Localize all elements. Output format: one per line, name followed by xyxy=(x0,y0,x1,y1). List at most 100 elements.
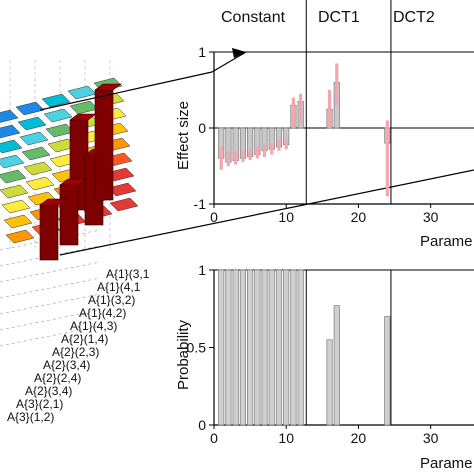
effect-ytick-label: 0 xyxy=(198,120,206,136)
effect-xtick-label: 20 xyxy=(351,209,367,225)
effect-error-bar xyxy=(255,147,259,159)
matrix-row-label: A{1}(3,2) xyxy=(88,293,135,307)
connector-arrow-line xyxy=(211,51,247,73)
prob-bar xyxy=(283,269,290,426)
matrix-tower-top xyxy=(39,198,67,206)
matrix-row-labels: A{1}(3,1A{1}(4,1A{1}(3,2)A{1}(4,2)A{1}(4… xyxy=(7,267,150,424)
effect-xlabel: Parame xyxy=(420,233,473,250)
matrix-tower-top xyxy=(59,178,87,186)
matrix-tile xyxy=(1,199,31,214)
effect-xtick-label: 10 xyxy=(278,209,294,225)
matrix-row-label: A{1}(4,2) xyxy=(79,306,126,320)
matrix-row-label: A{2}(2,3) xyxy=(52,345,99,359)
prob-bar xyxy=(232,269,239,426)
effect-error-bar xyxy=(248,149,252,160)
prob-bar xyxy=(290,269,297,426)
matrix-grid-line xyxy=(0,293,101,315)
matrix-tile xyxy=(109,197,139,212)
matrix-tile xyxy=(15,101,45,116)
matrix-tile xyxy=(0,169,27,184)
matrix-grid-line xyxy=(0,325,101,347)
segment-label-dct1: DCT1 xyxy=(318,9,360,26)
matrix-tile xyxy=(0,154,25,169)
matrix-row-label: A{1}(4,3) xyxy=(70,319,117,333)
segment-label-constant: Constant xyxy=(221,9,286,26)
prob-xtick-label: 0 xyxy=(210,430,218,446)
effect-error-bar xyxy=(219,147,223,170)
matrix-tile xyxy=(0,184,29,199)
probability-panel: 00.510 10 20 30 xyxy=(187,262,474,446)
prob-xtick-label: 20 xyxy=(351,430,367,446)
matrix-tile xyxy=(41,93,71,108)
matrix-tile xyxy=(0,109,19,123)
prob-bar xyxy=(218,269,225,426)
effect-ytick-label: 1 xyxy=(198,44,206,60)
effect-error-bar xyxy=(291,97,296,128)
matrix-tower xyxy=(39,204,59,261)
matrix-row-label: A{3}(2,1) xyxy=(16,397,63,411)
matrix-row-label: A{3}(1,2) xyxy=(7,410,54,424)
prob-ytick-label: 0.5 xyxy=(187,340,207,356)
matrix-tile xyxy=(0,124,21,139)
matrix-tile xyxy=(107,182,137,197)
effect-error-bar xyxy=(262,143,267,157)
prob-bar xyxy=(384,316,391,426)
prob-bar xyxy=(254,269,261,426)
prob-bar xyxy=(333,305,340,426)
effect-error-bar xyxy=(226,150,231,166)
prob-ytick-label: 0 xyxy=(198,417,206,433)
prob-bar xyxy=(297,269,304,426)
effect-error-bar xyxy=(284,139,288,150)
segment-label-dct2: DCT2 xyxy=(393,9,435,26)
prob-bar xyxy=(261,269,268,426)
matrix-tile xyxy=(5,229,35,244)
matrix-tile xyxy=(19,131,49,146)
connector-line-top xyxy=(39,71,213,111)
effect-error-bar xyxy=(385,120,389,197)
effect-xtick-label: 30 xyxy=(423,209,439,225)
connector-line-bottom xyxy=(59,169,474,256)
matrix-tile xyxy=(17,116,47,131)
effect-error-bar xyxy=(277,139,281,151)
matrix-tile xyxy=(25,176,55,191)
matrix-grid-line xyxy=(0,261,101,283)
matrix-tower-top xyxy=(94,83,122,91)
prob-bar xyxy=(268,269,275,426)
matrix-row-label: A{2}(3,4) xyxy=(43,358,90,372)
prob-xtick-label: 10 xyxy=(278,430,294,446)
prob-bar xyxy=(275,269,283,426)
matrix-row-label: A{1}(3,1 xyxy=(106,267,150,281)
matrix-tile xyxy=(43,108,73,123)
effect-error-bar xyxy=(241,149,245,163)
effect-error-bar xyxy=(327,90,332,128)
prob-xtick-label: 30 xyxy=(423,430,439,446)
prob-bar xyxy=(239,269,246,426)
effect-error-bar xyxy=(234,150,238,165)
matrix-row-label: A{2}(2,4) xyxy=(34,371,81,385)
matrix-tile xyxy=(23,161,53,176)
prob-bar xyxy=(326,339,333,426)
effect-xtick-label: 0 xyxy=(210,209,218,225)
effect-error-bar xyxy=(270,143,274,155)
matrix-row-label: A{1}(4,1 xyxy=(97,280,141,294)
prob-ytick-label: 1 xyxy=(198,262,206,278)
effect-error-bar xyxy=(299,93,303,125)
matrix-row-label: A{2}(3,4) xyxy=(25,384,72,398)
matrix-tower xyxy=(94,89,114,201)
prob-bar xyxy=(247,269,254,426)
matrix-tile xyxy=(67,85,97,100)
matrix-grid-line xyxy=(0,277,101,299)
matrix-tile xyxy=(0,139,23,154)
effect-ytick-label: -1 xyxy=(194,196,207,212)
connector-arrowhead xyxy=(232,48,246,58)
probability-xlabel: Parame xyxy=(420,455,473,472)
matrix-row-label: A{2}(1,4) xyxy=(61,332,108,346)
effect-error-bar xyxy=(335,63,339,106)
matrix-tower xyxy=(59,184,79,246)
prob-bar xyxy=(225,269,232,426)
matrix-3d-illustration xyxy=(0,60,139,347)
matrix-grid-line xyxy=(0,309,101,331)
effect-ylabel: Effect size xyxy=(175,101,192,170)
